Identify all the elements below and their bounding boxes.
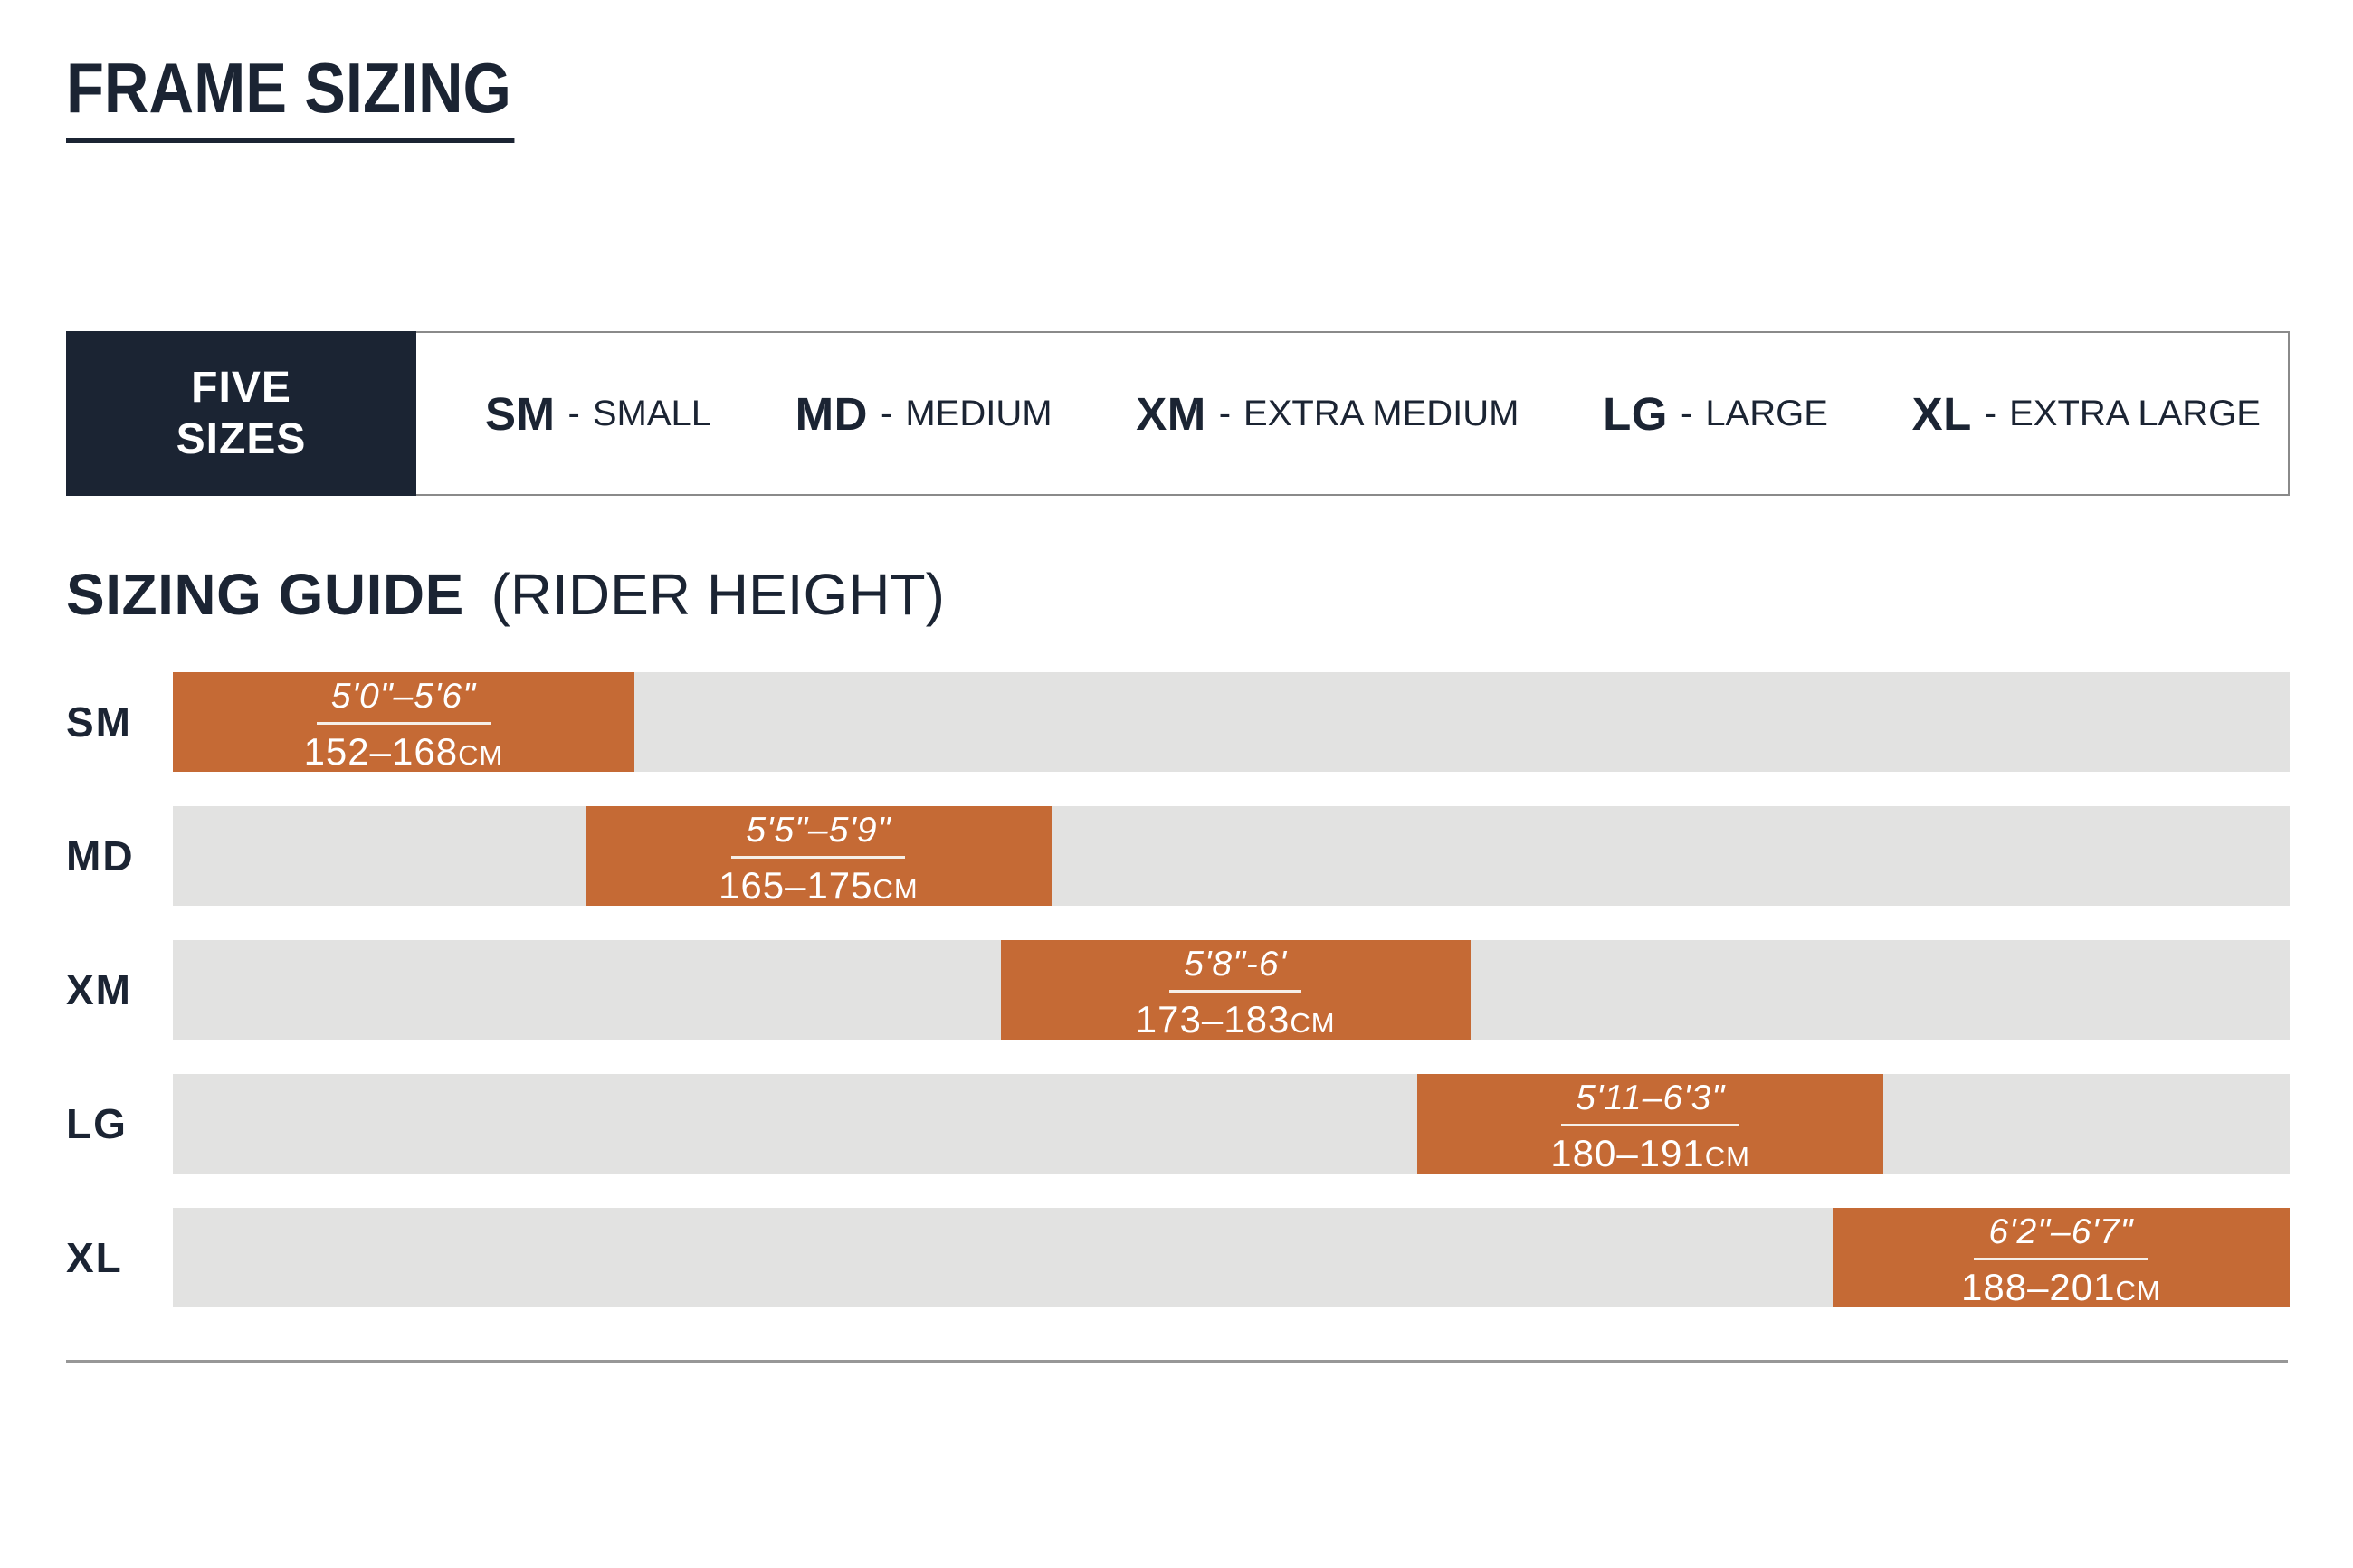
row-label: MD: [66, 832, 135, 879]
sizes-header-bar: FIVE SIZES SM - SMALL MD - MEDIUM XM - E…: [66, 331, 2290, 496]
size-code: XL: [1911, 387, 1972, 440]
page-title: FRAME SIZING: [66, 52, 515, 143]
size-code: XM: [1136, 387, 1206, 440]
size-code: SM: [485, 387, 556, 440]
separator: -: [1680, 393, 1693, 433]
row-label: SM: [66, 698, 132, 746]
size-legend-item-lg: LG - LARGE: [1603, 387, 1828, 441]
chart-row-xl: XL 6'2"–6'7" 188–201CM: [66, 1208, 2290, 1307]
unit-label: CM: [2115, 1275, 2161, 1307]
range-bar: 5'11–6'3" 180–191CM: [1417, 1074, 1883, 1174]
imperial-range: 5'8"-6': [1169, 941, 1302, 993]
imperial-range: 5'5"–5'9": [731, 807, 906, 859]
row-track: 6'2"–6'7" 188–201CM: [173, 1208, 2290, 1307]
size-legend-item-xl: XL - EXTRA LARGE: [1912, 387, 2261, 441]
metric-range: 188–201CM: [1961, 1266, 2161, 1308]
range-bar: 5'5"–5'9" 165–175CM: [586, 806, 1052, 906]
bottom-divider: [66, 1360, 2288, 1363]
metric-range: 173–183CM: [1135, 998, 1336, 1041]
badge-line-2: SIZES: [176, 415, 307, 463]
sizing-guide-heading: SIZING GUIDE (RIDER HEIGHT): [66, 563, 945, 626]
size-code: LG: [1603, 387, 1668, 440]
row-label: XM: [66, 966, 132, 1013]
metric-range: 165–175CM: [719, 864, 919, 907]
separator: -: [880, 393, 893, 433]
size-legend-item-sm: SM - SMALL: [485, 387, 711, 441]
metric-range: 152–168CM: [303, 730, 504, 773]
row-track: 5'0"–5'6" 152–168CM: [173, 672, 2290, 772]
row-track: 5'11–6'3" 180–191CM: [173, 1074, 2290, 1174]
badge-line-1: FIVE: [191, 364, 291, 412]
size-legend: SM - SMALL MD - MEDIUM XM - EXTRA MEDIUM…: [416, 333, 2288, 494]
sizing-chart: SM 5'0"–5'6" 152–168CM MD 5'5"–5'9" 165–…: [66, 672, 2290, 1342]
separator: -: [567, 393, 580, 433]
range-bar: 5'8"-6' 173–183CM: [1000, 940, 1471, 1041]
unit-label: CM: [872, 873, 919, 905]
sizing-guide-subtitle: (RIDER HEIGHT): [491, 562, 945, 627]
imperial-range: 5'11–6'3": [1561, 1075, 1740, 1126]
size-legend-item-xm: XM - EXTRA MEDIUM: [1136, 387, 1519, 441]
separator: -: [1218, 393, 1232, 433]
unit-label: CM: [1290, 1007, 1336, 1039]
range-bar: 6'2"–6'7" 188–201CM: [1832, 1208, 2290, 1308]
size-label: EXTRA MEDIUM: [1243, 393, 1519, 433]
row-track: 5'8"-6' 173–183CM: [173, 940, 2290, 1040]
range-bar: 5'0"–5'6" 152–168CM: [173, 672, 634, 772]
row-track: 5'5"–5'9" 165–175CM: [173, 806, 2290, 906]
chart-row-md: MD 5'5"–5'9" 165–175CM: [66, 806, 2290, 906]
size-label: SMALL: [592, 393, 711, 433]
size-label: EXTRA LARGE: [2009, 393, 2261, 433]
chart-row-lg: LG 5'11–6'3" 180–191CM: [66, 1074, 2290, 1174]
imperial-range: 6'2"–6'7": [1974, 1209, 2148, 1260]
row-label: LG: [66, 1100, 128, 1147]
chart-row-sm: SM 5'0"–5'6" 152–168CM: [66, 672, 2290, 772]
unit-label: CM: [458, 739, 504, 771]
unit-label: CM: [1704, 1141, 1750, 1173]
imperial-range: 5'0"–5'6": [316, 673, 491, 725]
separator: -: [1984, 393, 1997, 433]
five-sizes-badge: FIVE SIZES: [66, 331, 416, 496]
size-label: LARGE: [1705, 393, 1828, 433]
size-label: MEDIUM: [905, 393, 1053, 433]
metric-range: 180–191CM: [1550, 1132, 1750, 1174]
chart-row-xm: XM 5'8"-6' 173–183CM: [66, 940, 2290, 1040]
size-legend-item-md: MD - MEDIUM: [795, 387, 1053, 441]
sizing-guide-title: SIZING GUIDE: [66, 562, 464, 627]
row-label: XL: [66, 1234, 123, 1281]
size-code: MD: [795, 387, 868, 440]
